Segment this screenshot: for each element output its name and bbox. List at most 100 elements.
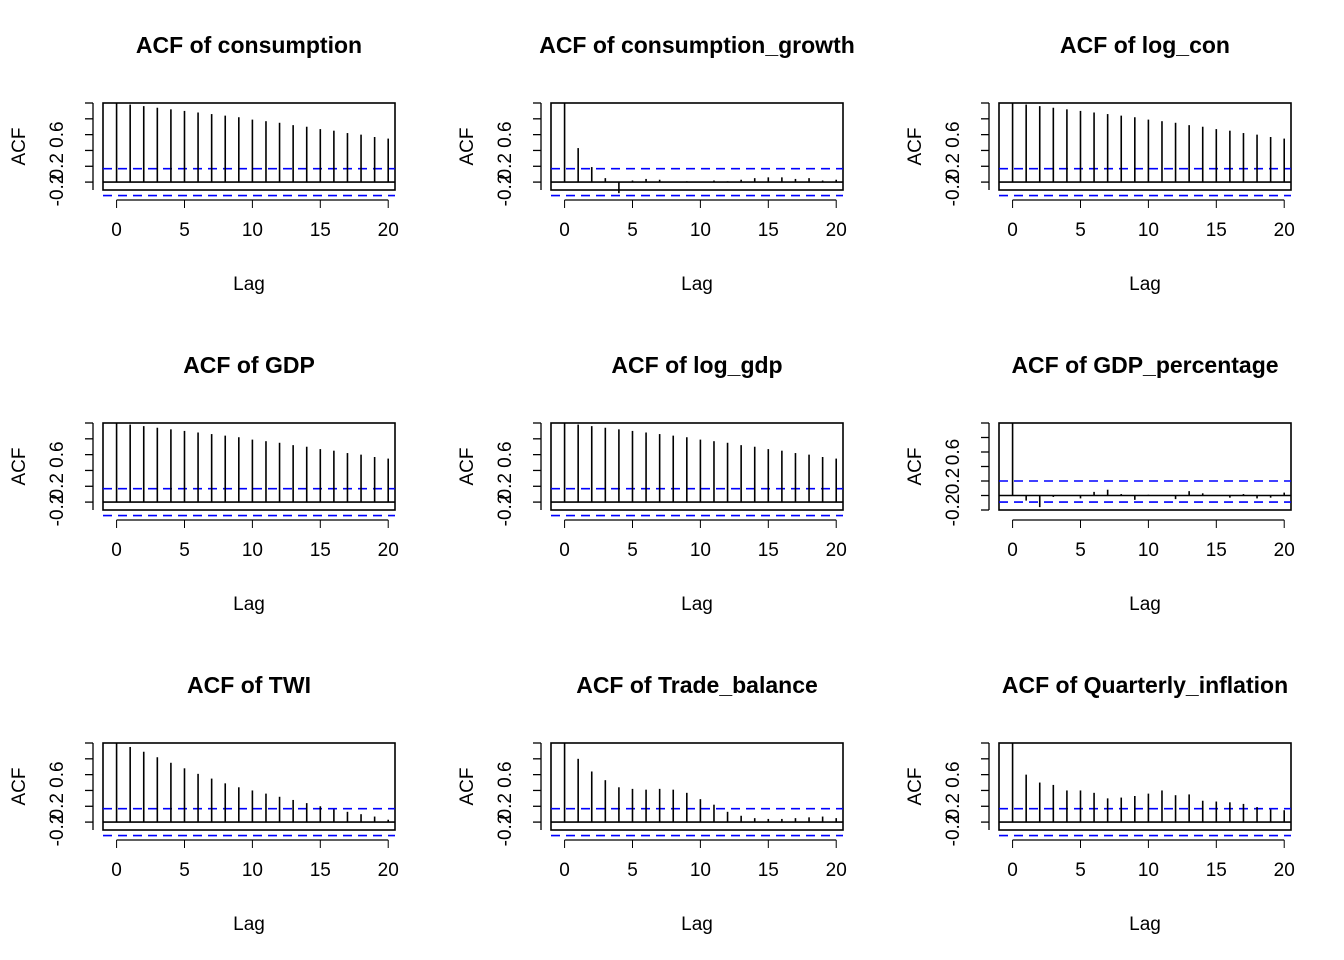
plot-frame <box>550 422 844 511</box>
y-axis-label: ACF <box>905 128 926 166</box>
x-tick-label: 15 <box>758 860 779 881</box>
y-tick-label: -0.2 <box>943 494 964 527</box>
x-axis-label: Lag <box>681 594 713 615</box>
x-axis-label: Lag <box>1129 274 1161 295</box>
y-tick-label: -0.2 <box>943 814 964 847</box>
x-tick-label: 20 <box>1274 220 1295 241</box>
acf-panel: ACF of Trade_balance 0 5 10 15 20 -0.20.2 0.6 La… <box>457 672 847 935</box>
x-axis-label: Lag <box>1129 914 1161 935</box>
chart-title: ACF of consumption <box>136 32 362 58</box>
x-tick-label: 20 <box>378 860 399 881</box>
y-tick-label: 0.2 <box>47 473 68 499</box>
y-tick-label: 0.2 <box>495 153 516 179</box>
y-tick-label: 0.6 <box>943 439 964 465</box>
x-tick-label: 10 <box>1138 220 1159 241</box>
y-axis-label: ACF <box>9 128 30 166</box>
x-tick-label: 20 <box>826 860 847 881</box>
x-tick-label: 5 <box>179 220 190 241</box>
x-tick-label: 10 <box>242 540 263 561</box>
y-tick-label: -0.2 <box>495 494 516 527</box>
chart-title: ACF of consumption_growth <box>539 32 855 58</box>
acf-panel: ACF of consumption 0 5 10 15 20 -0.20.2 0.6 Lag A… <box>9 32 399 295</box>
y-tick-label: 0.2 <box>495 793 516 819</box>
x-tick-label: 0 <box>1007 540 1018 561</box>
x-tick-label: 15 <box>1206 540 1227 561</box>
chart-title: ACF of Trade_balance <box>576 672 818 698</box>
y-axis-label: ACF <box>905 768 926 806</box>
plot-frame <box>550 742 844 831</box>
y-tick-label: 0.6 <box>47 121 68 147</box>
y-tick-label: 0.6 <box>47 761 68 787</box>
plot-frame <box>550 102 844 191</box>
y-tick-label: -0.2 <box>47 814 68 847</box>
y-tick-label: -0.2 <box>47 494 68 527</box>
x-axis-label: Lag <box>233 594 265 615</box>
plot-frame <box>102 742 396 831</box>
x-tick-label: 5 <box>627 540 638 561</box>
chart-title: ACF of Quarterly_inflation <box>1002 672 1288 698</box>
x-tick-label: 15 <box>310 860 331 881</box>
chart-title: ACF of TWI <box>187 672 311 698</box>
x-tick-label: 15 <box>758 220 779 241</box>
acf-panel: ACF of GDP 0 5 10 15 20 -0.20.2 0.6 Lag ACF <box>9 352 399 615</box>
y-axis-label: ACF <box>9 448 30 486</box>
y-tick-label: 0.6 <box>943 121 964 147</box>
x-tick-label: 15 <box>758 540 779 561</box>
y-axis-label: ACF <box>457 128 478 166</box>
plot-frame <box>102 102 396 191</box>
x-tick-label: 0 <box>559 540 570 561</box>
x-tick-label: 5 <box>1075 860 1086 881</box>
x-tick-label: 0 <box>559 220 570 241</box>
y-tick-label: 0.2 <box>943 153 964 179</box>
y-tick-label: -0.2 <box>495 814 516 847</box>
acf-panel: ACF of Quarterly_inflation 0 5 10 15 20 -0.2 0.… <box>905 672 1295 935</box>
y-axis-label: ACF <box>457 768 478 806</box>
x-tick-label: 20 <box>826 220 847 241</box>
x-tick-label: 20 <box>378 540 399 561</box>
x-axis-label: Lag <box>233 914 265 935</box>
y-tick-label: -0.2 <box>495 174 516 207</box>
x-tick-label: 15 <box>1206 220 1227 241</box>
x-tick-label: 10 <box>242 860 263 881</box>
plot-frame <box>998 742 1292 831</box>
x-tick-label: 20 <box>1274 540 1295 561</box>
chart-title: ACF of GDP_percentage <box>1011 352 1278 378</box>
y-axis-label: ACF <box>457 448 478 486</box>
y-axis-label: ACF <box>905 448 926 486</box>
x-tick-label: 10 <box>690 540 711 561</box>
x-tick-label: 5 <box>179 860 190 881</box>
x-tick-label: 10 <box>690 860 711 881</box>
plot-frame <box>102 422 396 511</box>
chart-title: ACF of log_gdp <box>611 352 782 378</box>
x-tick-label: 15 <box>310 540 331 561</box>
y-tick-label: -0.2 <box>943 174 964 207</box>
chart-title: ACF of log_con <box>1060 32 1230 58</box>
x-tick-label: 10 <box>1138 860 1159 881</box>
y-tick-label: 0.2 <box>495 473 516 499</box>
x-tick-label: 5 <box>1075 220 1086 241</box>
y-tick-label: 0.6 <box>943 761 964 787</box>
x-tick-label: 0 <box>1007 220 1018 241</box>
x-tick-label: 20 <box>826 540 847 561</box>
acf-panel: ACF of log_gdp 0 5 10 15 20 -0.20.2 0.6 Lag ACF <box>457 352 847 615</box>
acf-panel: ACF of GDP_percentage 0 5 10 15 20 -0.20.2 0.6 L… <box>905 352 1295 615</box>
x-tick-label: 5 <box>1075 540 1086 561</box>
y-tick-label: 0.6 <box>495 761 516 787</box>
x-axis-label: Lag <box>681 274 713 295</box>
y-tick-label: 0.2 <box>47 153 68 179</box>
plot-frame <box>998 422 1292 511</box>
x-tick-label: 15 <box>1206 860 1227 881</box>
plot-frame <box>998 102 1292 191</box>
x-tick-label: 10 <box>242 220 263 241</box>
y-tick-label: -0.2 <box>47 174 68 207</box>
acf-panel: ACF of TWI 0 5 10 15 20 -0.20.2 0.6 Lag ACF <box>9 672 399 935</box>
x-tick-label: 0 <box>1007 860 1018 881</box>
x-axis-label: Lag <box>233 274 265 295</box>
x-tick-label: 20 <box>1274 860 1295 881</box>
x-tick-label: 10 <box>690 220 711 241</box>
acf-panel: ACF of consumption_growth 0 5 10 15 20 -0.20.2… <box>457 32 855 295</box>
y-tick-label: 0.6 <box>495 441 516 467</box>
x-tick-label: 0 <box>559 860 570 881</box>
x-tick-label: 5 <box>627 220 638 241</box>
x-tick-label: 0 <box>111 860 122 881</box>
